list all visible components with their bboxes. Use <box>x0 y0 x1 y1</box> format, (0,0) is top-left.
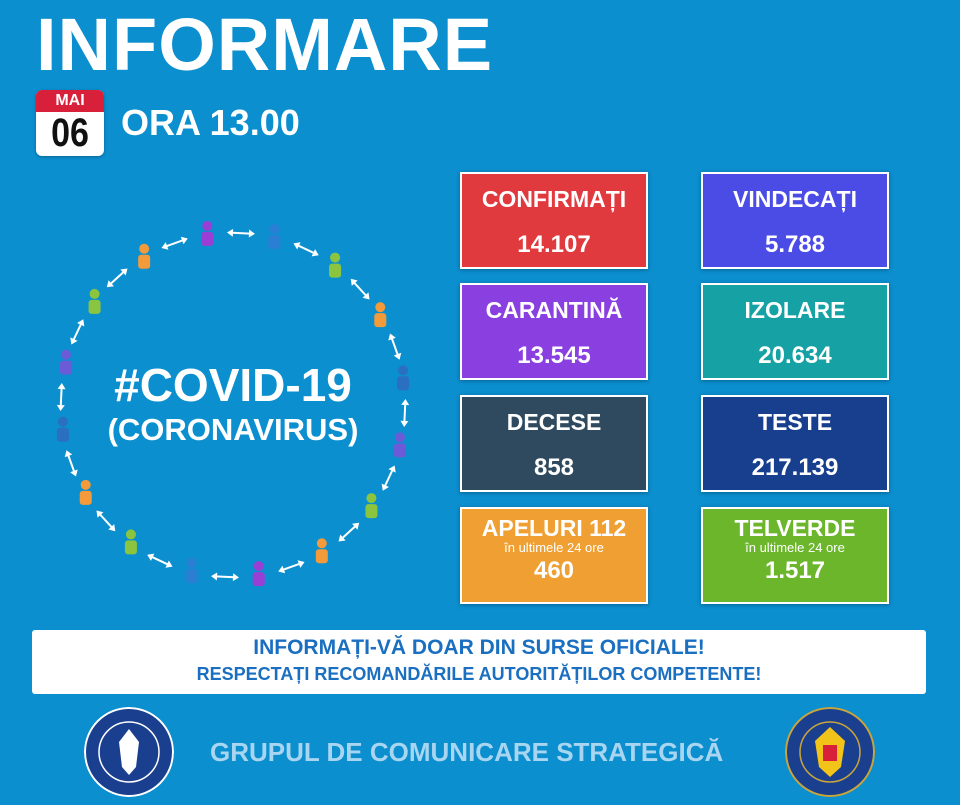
hero-text: #COVID-19 (CORONAVIRUS) <box>60 358 406 448</box>
stat-label: TELVERDE <box>734 515 856 541</box>
double-arrow-icon <box>350 278 370 300</box>
hashtag: #COVID-19 <box>114 359 352 411</box>
footer-text: GRUPUL DE COMUNICARE STRATEGICĂ <box>210 737 724 767</box>
calendar-month: MAI <box>36 90 104 112</box>
person-icon <box>79 479 92 505</box>
stat-value: 217.139 <box>751 454 839 481</box>
person-icon <box>201 220 214 246</box>
banner-line-1: INFORMAȚI-VĂ DOAR DIN SURSE OFICIALE! <box>253 636 705 659</box>
double-arrow-icon <box>381 465 396 491</box>
person-icon <box>268 224 281 250</box>
time-label: ORA 13.00 <box>121 102 300 143</box>
double-arrow-icon <box>70 319 85 345</box>
stat-value: 13.545 <box>517 342 591 369</box>
stat-label: VINDECAȚI <box>733 186 857 212</box>
stat-value: 1.517 <box>764 557 826 584</box>
stat-card-carantin-: CARANTINĂ 13.545 <box>460 283 648 380</box>
person-icon <box>252 561 265 587</box>
double-arrow-icon <box>147 553 173 568</box>
person-icon <box>124 529 137 555</box>
stat-card-confirma-i: CONFIRMAȚI 14.107 <box>460 172 648 269</box>
stat-card-apeluri-112: APELURI 112 în ultimele 24 ore 460 <box>460 507 648 604</box>
person-icon <box>365 493 378 519</box>
person-icon <box>393 432 406 458</box>
stat-card-teste: TESTE 217.139 <box>701 395 889 492</box>
person-icon <box>60 349 73 375</box>
stat-label: DECESE <box>506 409 602 435</box>
double-arrow-icon <box>161 236 188 250</box>
people-ring-illustration <box>56 220 410 587</box>
stat-card-telverde: TELVERDE în ultimele 24 ore 1.517 <box>701 507 889 604</box>
calendar-icon: MAI 06 <box>36 90 104 156</box>
government-logo <box>84 707 174 797</box>
double-arrow-icon <box>96 510 116 532</box>
stat-card-vindeca-i: VINDECAȚI 5.788 <box>701 172 889 269</box>
double-arrow-icon <box>293 242 319 257</box>
stat-label: CARANTINĂ <box>485 297 623 323</box>
stat-card-izolare: IZOLARE 20.634 <box>701 283 889 380</box>
advisory-banner: INFORMAȚI-VĂ DOAR DIN SURSE OFICIALE! RE… <box>32 630 926 694</box>
person-icon <box>88 288 101 314</box>
person-icon <box>138 243 151 269</box>
stat-label: APELURI 112 <box>481 515 627 541</box>
calendar-day: 06 <box>51 111 89 155</box>
person-icon <box>315 538 328 564</box>
dsu-logo <box>785 707 875 797</box>
stat-value: 5.788 <box>764 231 826 258</box>
stat-value: 460 <box>533 557 575 584</box>
stat-sublabel: în ultimele 24 ore <box>504 540 604 555</box>
double-arrow-icon <box>388 333 402 360</box>
double-arrow-icon <box>106 268 128 288</box>
stat-label: TESTE <box>757 409 833 435</box>
banner-line-2: RESPECTAȚI RECOMANDĂRILE AUTORITĂȚILOR C… <box>196 664 762 684</box>
person-icon <box>329 252 342 278</box>
stat-card-decese: DECESE 858 <box>460 395 648 492</box>
double-arrow-icon <box>64 450 78 477</box>
double-arrow-icon <box>56 383 66 412</box>
double-arrow-icon <box>226 228 255 238</box>
stat-label: CONFIRMAȚI <box>481 186 627 212</box>
person-icon <box>397 365 410 391</box>
stat-label: IZOLARE <box>744 297 846 323</box>
page-title: INFORMARE <box>36 3 494 86</box>
person-icon <box>374 302 387 328</box>
stat-value: 14.107 <box>517 231 591 258</box>
person-icon <box>185 557 198 583</box>
person-icon <box>56 416 69 442</box>
double-arrow-icon <box>338 522 360 542</box>
double-arrow-icon <box>278 560 305 574</box>
double-arrow-icon <box>400 398 410 427</box>
hero-subtitle: (CORONAVIRUS) <box>107 412 359 447</box>
stat-value: 20.634 <box>758 342 832 369</box>
stat-value: 858 <box>533 454 575 481</box>
double-arrow-icon <box>211 572 240 582</box>
stat-sublabel: în ultimele 24 ore <box>745 540 845 555</box>
